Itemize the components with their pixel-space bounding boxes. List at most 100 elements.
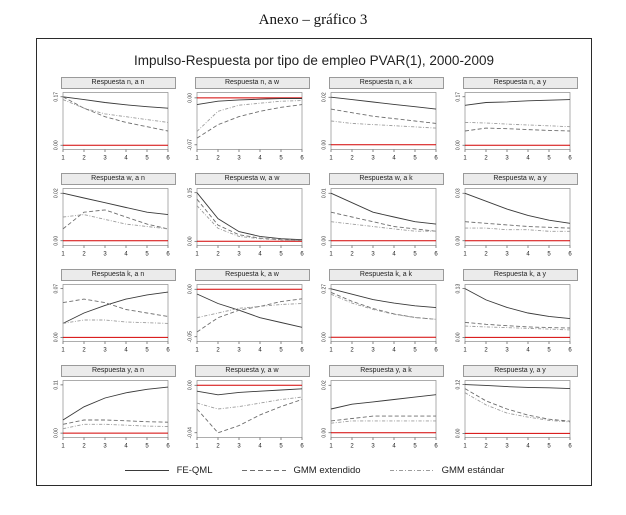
legend-item-gmm-extendido: GMM extendido	[241, 465, 361, 476]
x-tick-label: 5	[145, 252, 149, 258]
x-tick-label: 5	[413, 348, 417, 354]
subplot-canvas: 0.00 0.01 1 2 3 4 5 6	[321, 188, 438, 258]
series-line-solid	[196, 388, 302, 396]
subplot-title: Respuesta y, a y	[462, 365, 578, 377]
x-tick-label: 5	[279, 444, 283, 450]
x-tick-label: 1	[195, 252, 199, 258]
x-tick-label: 2	[484, 444, 488, 450]
x-tick-label: 4	[392, 156, 396, 162]
y-tick-label: 0.00	[321, 332, 327, 342]
x-tick-label: 3	[103, 252, 107, 258]
x-tick-label: 2	[350, 444, 354, 450]
subplot-title: Respuesta w, a n	[60, 173, 176, 185]
subplot-title: Respuesta k, a k	[328, 269, 444, 281]
x-tick-label: 2	[350, 252, 354, 258]
legend-item-gmm-estandar: GMM estándar	[389, 465, 505, 476]
subplot: Respuesta k, a y 0.00 0.13 1 2 3 4 5 6	[453, 269, 578, 358]
figure-box: Impulso-Respuesta por tipo de empleo PVA…	[36, 38, 592, 486]
x-tick-label: 1	[195, 444, 199, 450]
y-tick-label: 0.00	[455, 140, 461, 150]
legend-label: GMM estándar	[441, 465, 505, 476]
x-tick-label: 6	[166, 444, 170, 450]
x-tick-label: 2	[350, 348, 354, 354]
x-tick-label: 3	[371, 156, 375, 162]
subplot-canvas: 0.00 0.17 1 2 3 4 5 6	[455, 92, 572, 162]
series-line-solid	[62, 291, 168, 324]
series-line-solid	[464, 288, 570, 320]
y-tick-label: 0.11	[53, 380, 59, 390]
x-tick-label: 6	[568, 156, 572, 162]
series-line-dashed	[330, 415, 436, 422]
x-tick-label: 4	[392, 348, 396, 354]
subplot-title: Respuesta k, a y	[462, 269, 578, 281]
subplot-canvas: 0.00 0.03 1 2 3 4 5 6	[455, 188, 572, 258]
x-tick-label: 5	[145, 444, 149, 450]
y-tick-label: 0.07	[53, 284, 59, 294]
series-line-dashdot	[464, 325, 570, 331]
x-tick-label: 1	[329, 156, 333, 162]
y-tick-label: -0.04	[187, 427, 193, 439]
series-line-dashed	[196, 198, 302, 241]
series-line-dashed	[330, 291, 436, 320]
subplot: Respuesta y, a k 0.00 0.02 1 2 3 4 5 6	[319, 365, 444, 454]
series-line-dashdot	[196, 303, 302, 319]
subplot-title: Respuesta w, a k	[328, 173, 444, 185]
subplot: Respuesta k, a k 0.00 0.27 1 2 3 4 5 6	[319, 269, 444, 358]
series-line-dashdot	[62, 423, 168, 430]
y-tick-label: 0.00	[53, 140, 59, 150]
series-line-solid	[196, 293, 302, 328]
series-line-dashdot	[330, 420, 436, 424]
legend-line-sample	[241, 469, 286, 472]
x-tick-label: 2	[216, 156, 220, 162]
series-line-solid	[330, 192, 436, 225]
x-tick-label: 6	[434, 444, 438, 450]
x-tick-label: 6	[300, 444, 304, 450]
x-tick-label: 3	[505, 348, 509, 354]
x-tick-label: 2	[216, 348, 220, 354]
x-tick-label: 2	[82, 156, 86, 162]
subplot-canvas: 0.00 0.13 1 2 3 4 5 6	[455, 284, 572, 354]
subplot-title: Respuesta w, a w	[194, 173, 310, 185]
x-tick-label: 6	[166, 348, 170, 354]
series-line-dashdot	[330, 221, 436, 232]
x-tick-label: 5	[413, 444, 417, 450]
y-tick-label: 0.01	[321, 188, 327, 198]
series-line-dashed	[62, 298, 168, 317]
x-tick-label: 6	[300, 252, 304, 258]
series-line-solid	[62, 386, 168, 421]
x-tick-label: 5	[547, 348, 551, 354]
x-tick-label: 4	[124, 348, 128, 354]
x-tick-label: 3	[103, 156, 107, 162]
subplot-title: Respuesta y, a w	[194, 365, 310, 377]
series-line-dashdot	[196, 100, 302, 132]
x-tick-label: 6	[434, 348, 438, 354]
x-tick-label: 3	[371, 444, 375, 450]
y-tick-label: 0.00	[53, 332, 59, 342]
legend-line-sample	[124, 469, 169, 472]
y-tick-label: 0.13	[455, 284, 461, 294]
subplot-canvas: 0.00 0.17 1 2 3 4 5 6	[53, 92, 170, 162]
x-tick-label: 4	[526, 348, 530, 354]
x-tick-label: 3	[103, 444, 107, 450]
series-line-dashed	[464, 221, 570, 229]
series-line-dashdot	[62, 99, 168, 123]
x-tick-label: 5	[279, 156, 283, 162]
series-line-dashed	[330, 108, 436, 124]
y-tick-label: 0.00	[187, 380, 193, 390]
series-line-dashed	[62, 96, 168, 132]
subplot-title: Respuesta n, a k	[328, 77, 444, 89]
x-tick-label: 1	[329, 252, 333, 258]
series-line-dashdot	[196, 396, 302, 410]
x-tick-label: 4	[258, 444, 262, 450]
series-line-dashdot	[62, 214, 168, 230]
series-line-dashed	[62, 419, 168, 425]
series-line-solid	[330, 96, 436, 110]
x-tick-label: 4	[124, 444, 128, 450]
y-tick-label: 0.00	[455, 332, 461, 342]
x-tick-label: 4	[392, 444, 396, 450]
x-tick-label: 1	[195, 156, 199, 162]
subplot-title: Respuesta k, a w	[194, 269, 310, 281]
x-tick-label: 4	[124, 252, 128, 258]
x-tick-label: 2	[350, 156, 354, 162]
x-tick-label: 1	[61, 156, 65, 162]
